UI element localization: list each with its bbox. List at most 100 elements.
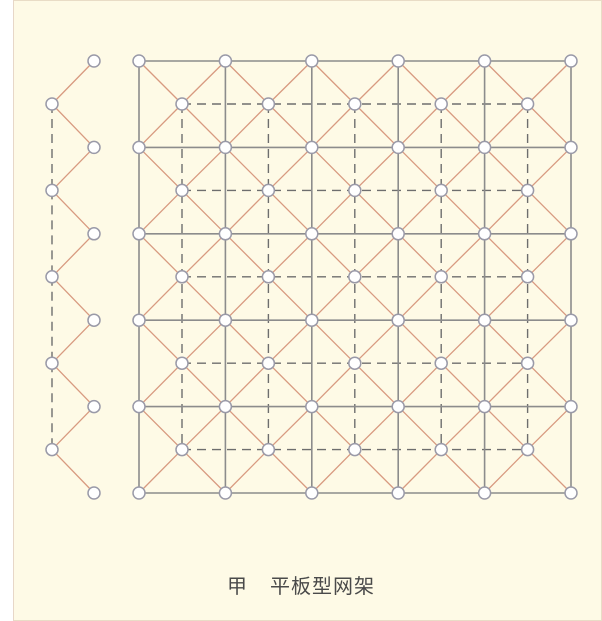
- web-member: [354, 146, 399, 191]
- web-member: [484, 406, 529, 451]
- bottom-node: [434, 356, 448, 370]
- web-member: [440, 146, 486, 191]
- top-node: [477, 54, 492, 68]
- side-web-member: [51, 233, 95, 278]
- diagram-caption: 甲平板型网架: [0, 570, 602, 599]
- web-member: [181, 449, 226, 494]
- top-node: [564, 140, 578, 155]
- web-member: [181, 146, 226, 191]
- bottom-node: [261, 183, 276, 198]
- bottom-node: [348, 183, 362, 198]
- web-member: [181, 60, 226, 105]
- bottom-node: [348, 356, 362, 370]
- web-member: [484, 103, 529, 148]
- bottom-node: [261, 356, 276, 370]
- top-node: [477, 227, 492, 241]
- web-member: [527, 406, 572, 451]
- web-member: [527, 60, 572, 105]
- web-member: [527, 146, 572, 191]
- side-web-member: [51, 449, 95, 494]
- caption-label: 甲: [227, 574, 248, 598]
- top-node: [132, 399, 146, 414]
- web-member: [484, 60, 529, 105]
- top-node: [564, 54, 578, 68]
- web-member: [138, 406, 183, 451]
- side-upper-node: [87, 54, 101, 68]
- web-member: [484, 362, 529, 408]
- side-web-member: [51, 406, 95, 451]
- bottom-node: [434, 442, 448, 457]
- side-upper-node: [87, 227, 101, 241]
- web-member: [397, 449, 442, 494]
- side-lower-node: [45, 97, 59, 111]
- web-member: [138, 103, 183, 148]
- top-node: [132, 227, 146, 241]
- top-node: [564, 227, 578, 241]
- web-member: [440, 60, 486, 105]
- side-web-member: [51, 60, 95, 105]
- side-lower-node: [45, 356, 59, 370]
- web-member: [397, 276, 442, 321]
- top-node: [132, 486, 146, 500]
- web-member: [267, 406, 313, 451]
- web-member: [267, 449, 313, 494]
- side-lower-node: [45, 183, 59, 198]
- web-member: [397, 189, 442, 235]
- web-member: [311, 319, 356, 364]
- web-member: [138, 276, 183, 321]
- top-node: [391, 227, 405, 241]
- web-member: [181, 233, 226, 278]
- web-member: [224, 362, 269, 408]
- side-profile: [51, 60, 95, 494]
- bottom-node: [434, 97, 448, 111]
- web-member: [267, 233, 313, 278]
- side-web-member: [51, 362, 95, 408]
- top-node: [391, 313, 405, 327]
- web-member: [138, 60, 183, 105]
- web-member: [267, 362, 313, 408]
- web-member: [484, 449, 529, 494]
- bottom-node: [261, 97, 276, 111]
- bottom-node: [175, 183, 189, 198]
- side-upper-node: [87, 313, 101, 327]
- top-node: [305, 399, 319, 414]
- web-members: [138, 60, 572, 494]
- web-member: [267, 103, 313, 148]
- top-node: [305, 313, 319, 327]
- web-member: [181, 276, 226, 321]
- bottom-node: [520, 442, 535, 457]
- web-member: [138, 189, 183, 235]
- web-member: [138, 146, 183, 191]
- web-member: [484, 233, 529, 278]
- top-node: [391, 54, 405, 68]
- side-web-member: [51, 103, 95, 148]
- top-node: [132, 54, 146, 68]
- top-node: [391, 140, 405, 155]
- web-member: [267, 319, 313, 364]
- web-member: [527, 449, 572, 494]
- web-member: [224, 103, 269, 148]
- web-member: [311, 189, 356, 235]
- web-member: [311, 406, 356, 451]
- web-member: [311, 103, 356, 148]
- web-member: [484, 189, 529, 235]
- web-member: [354, 60, 399, 105]
- bottom-node: [175, 270, 189, 284]
- web-member: [224, 319, 269, 364]
- web-member: [354, 449, 399, 494]
- web-member: [484, 319, 529, 364]
- bottom-node: [520, 97, 535, 111]
- truss-nodes: [45, 54, 578, 500]
- side-web-member: [51, 319, 95, 364]
- web-member: [397, 233, 442, 278]
- web-member: [181, 406, 226, 451]
- web-member: [224, 146, 269, 191]
- web-member: [354, 103, 399, 148]
- web-member: [138, 233, 183, 278]
- web-member: [527, 189, 572, 235]
- web-member: [311, 233, 356, 278]
- web-member: [440, 319, 486, 364]
- side-web-member: [51, 146, 95, 191]
- web-member: [311, 146, 356, 191]
